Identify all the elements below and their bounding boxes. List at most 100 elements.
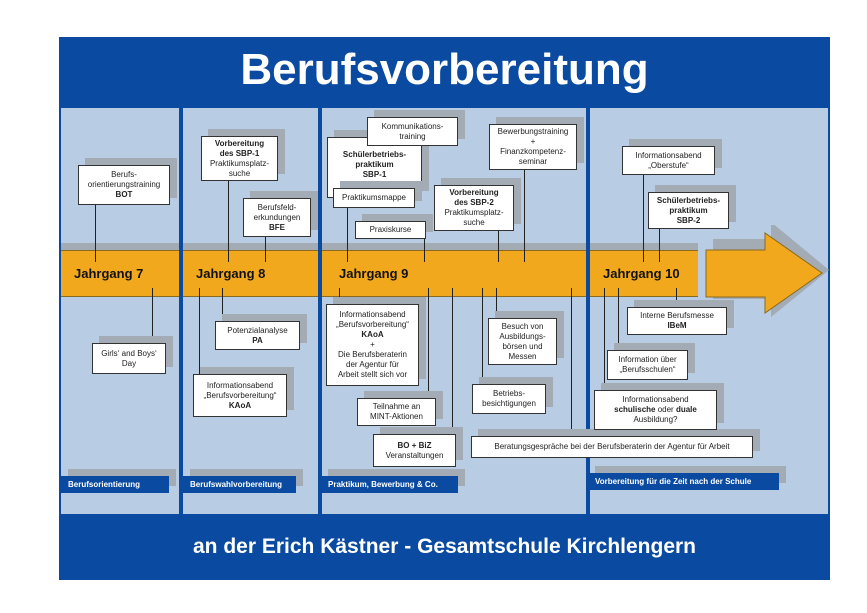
box-text-line: MINT-Aktionen: [370, 412, 423, 421]
box-text-line: Veranstaltungen: [385, 450, 444, 460]
connector: [95, 205, 96, 262]
box-text-line: KAoA: [228, 400, 252, 410]
box-text-line: Vorbereitung: [449, 188, 499, 197]
box-text-line: Schülerbetriebs-: [342, 150, 407, 159]
connector: [496, 288, 497, 318]
connector: [152, 288, 153, 343]
box-text-line: Day: [121, 358, 137, 368]
box-text-line: suche: [463, 218, 485, 227]
connector: [524, 170, 525, 262]
box-text-line: Praktikumsplatz-: [209, 158, 270, 168]
box-text-line: IBeM: [667, 321, 687, 330]
year-label: Jahrgang 10: [603, 266, 680, 281]
box-text-line: praktikum: [355, 160, 394, 169]
connector: [428, 288, 429, 398]
connector: [347, 208, 348, 262]
box-text-line: Betriebs-: [492, 389, 525, 398]
connector: [482, 288, 483, 384]
connector: [452, 288, 453, 434]
box-text-line: Berufsfeld-: [257, 202, 297, 212]
box-text-line: besichtigungen: [482, 399, 536, 408]
page-title: Berufsvorbereitung: [240, 45, 649, 94]
box-text-line: SBP-1: [362, 170, 387, 179]
box-text-line: Praktikumsmappe: [341, 193, 407, 202]
connector: [222, 288, 223, 321]
connector: [604, 288, 605, 390]
box-text-line: Information über: [618, 355, 677, 364]
connector: [618, 288, 619, 350]
box-text-line: Informationsabend: [622, 395, 689, 404]
box-text-line: BO + BiZ: [397, 440, 432, 450]
box-text-line: PA: [252, 335, 263, 345]
box-kaoa-9: Informationsabend „Berufsvorbereitung“ KAo…: [326, 304, 419, 386]
box-bo-biz: BO + BiZ Veranstaltungen: [373, 434, 456, 467]
box-text-line: training: [399, 131, 426, 141]
connector: [571, 288, 572, 436]
box-text-line: Potenzialanalyse: [227, 325, 288, 335]
box-text-line: Girls‘ and Boys‘: [101, 348, 157, 358]
box-text-line: Beratungsgespräche bei der Berufsberater…: [494, 442, 730, 451]
connector: [265, 237, 266, 262]
box-text-line: des SBP-2: [454, 198, 494, 207]
box-text-line: Ausbildungs-: [499, 331, 546, 341]
box-ibem: Interne Berufsmesse IBeM: [627, 307, 727, 335]
phase-label: Praktikum, Bewerbung & Co.: [321, 476, 458, 493]
connector: [676, 288, 677, 307]
footer-school-name: an der Erich Kästner - Gesamtschule Kirc…: [193, 535, 696, 558]
box-text-line: börsen und: [502, 341, 543, 351]
box-text-line: Bewerbungstraining: [497, 127, 569, 136]
box-praktikumsmappe: Praktikumsmappe: [333, 188, 415, 208]
box-text-line: „Berufsschulen“: [619, 365, 676, 374]
connector: [339, 288, 340, 304]
box-kaoa-8: Informationsabend „Berufsvorbereitung“ KAo…: [193, 374, 287, 417]
box-text-line: Informationsabend: [206, 380, 274, 390]
box-bewerbung: Bewerbungstraining + Finanzkompetenz-semin…: [489, 124, 577, 170]
box-text-line: schulische oder duale: [614, 405, 697, 414]
box-text-line: KAoA: [361, 330, 384, 339]
year-label: Jahrgang 8: [196, 266, 266, 281]
box-text-line: SBP-2: [676, 215, 701, 225]
connector: [659, 229, 660, 262]
timeline-bar-10: [590, 250, 698, 297]
phase-label: Vorbereitung für die Zeit nach der Schul…: [588, 473, 779, 490]
box-potenzialanalyse: Potenzialanalyse PA: [215, 321, 300, 350]
box-berufsschulen: Information über „Berufsschulen“: [607, 350, 688, 380]
timeline-bar-9: [322, 250, 586, 297]
connector: [228, 181, 229, 262]
box-text-line: Praktikumsplatz-: [444, 208, 504, 217]
box-text-line: Finanzkompetenz-: [500, 147, 566, 156]
box-text-line: „Berufsvorbereitung“: [203, 390, 277, 400]
box-text-line: Kommunikations-: [381, 121, 444, 131]
year-label: Jahrgang 7: [74, 266, 144, 281]
box-text-line: des SBP-1: [219, 148, 260, 158]
timeline-bar-7: [61, 250, 179, 297]
connector: [643, 175, 644, 262]
box-text-line: Berufs-: [111, 170, 137, 179]
box-text-line: Vorbereitung: [214, 138, 265, 148]
connector: [498, 231, 499, 262]
box-kommunikation: Kommunikations-training: [367, 117, 458, 146]
box-text-line: Arbeit stellt sich vor: [337, 370, 408, 379]
box-text-line: Besuch von: [501, 321, 544, 331]
box-text-line: Messen: [508, 351, 537, 361]
box-sbp2: Schülerbetriebs-praktikum SBP-2: [648, 192, 729, 229]
box-text-line: BFE: [269, 222, 285, 232]
box-mint: Teilnahme an MINT-Aktionen: [357, 398, 436, 426]
box-text-line: orientierungstraining: [87, 180, 161, 189]
box-text-line: Informationsabend: [635, 150, 702, 160]
box-text-line: +: [370, 340, 375, 349]
box-sbp2-prep: Vorbereitung des SBP-2 Praktikumsplatz-suc…: [434, 185, 514, 231]
arrow-icon: [705, 225, 829, 317]
box-beratungsgespraeche: Beratungsgespräche bei der Berufsberater…: [471, 436, 753, 458]
box-sbp1-prep: Vorbereitung des SBP-1 Praktikumsplatz-suc…: [201, 136, 278, 181]
box-bfe: Berufsfeld-erkundungen BFE: [243, 198, 311, 237]
box-text-line: Interne Berufsmesse: [640, 311, 714, 320]
box-text-line: der Agentur für: [346, 360, 399, 369]
box-sbp1: Schülerbetriebs-praktikum SBP-1: [327, 137, 422, 198]
box-bot: Berufs-orientierungstraining BOT: [78, 165, 170, 205]
box-text-line: Informationsabend: [339, 310, 406, 319]
phase-label: Berufswahlvorbereitung: [183, 476, 296, 493]
box-text-line: +: [530, 137, 536, 146]
box-text-line: praktikum: [669, 205, 708, 215]
box-text-line: suche: [228, 168, 251, 178]
